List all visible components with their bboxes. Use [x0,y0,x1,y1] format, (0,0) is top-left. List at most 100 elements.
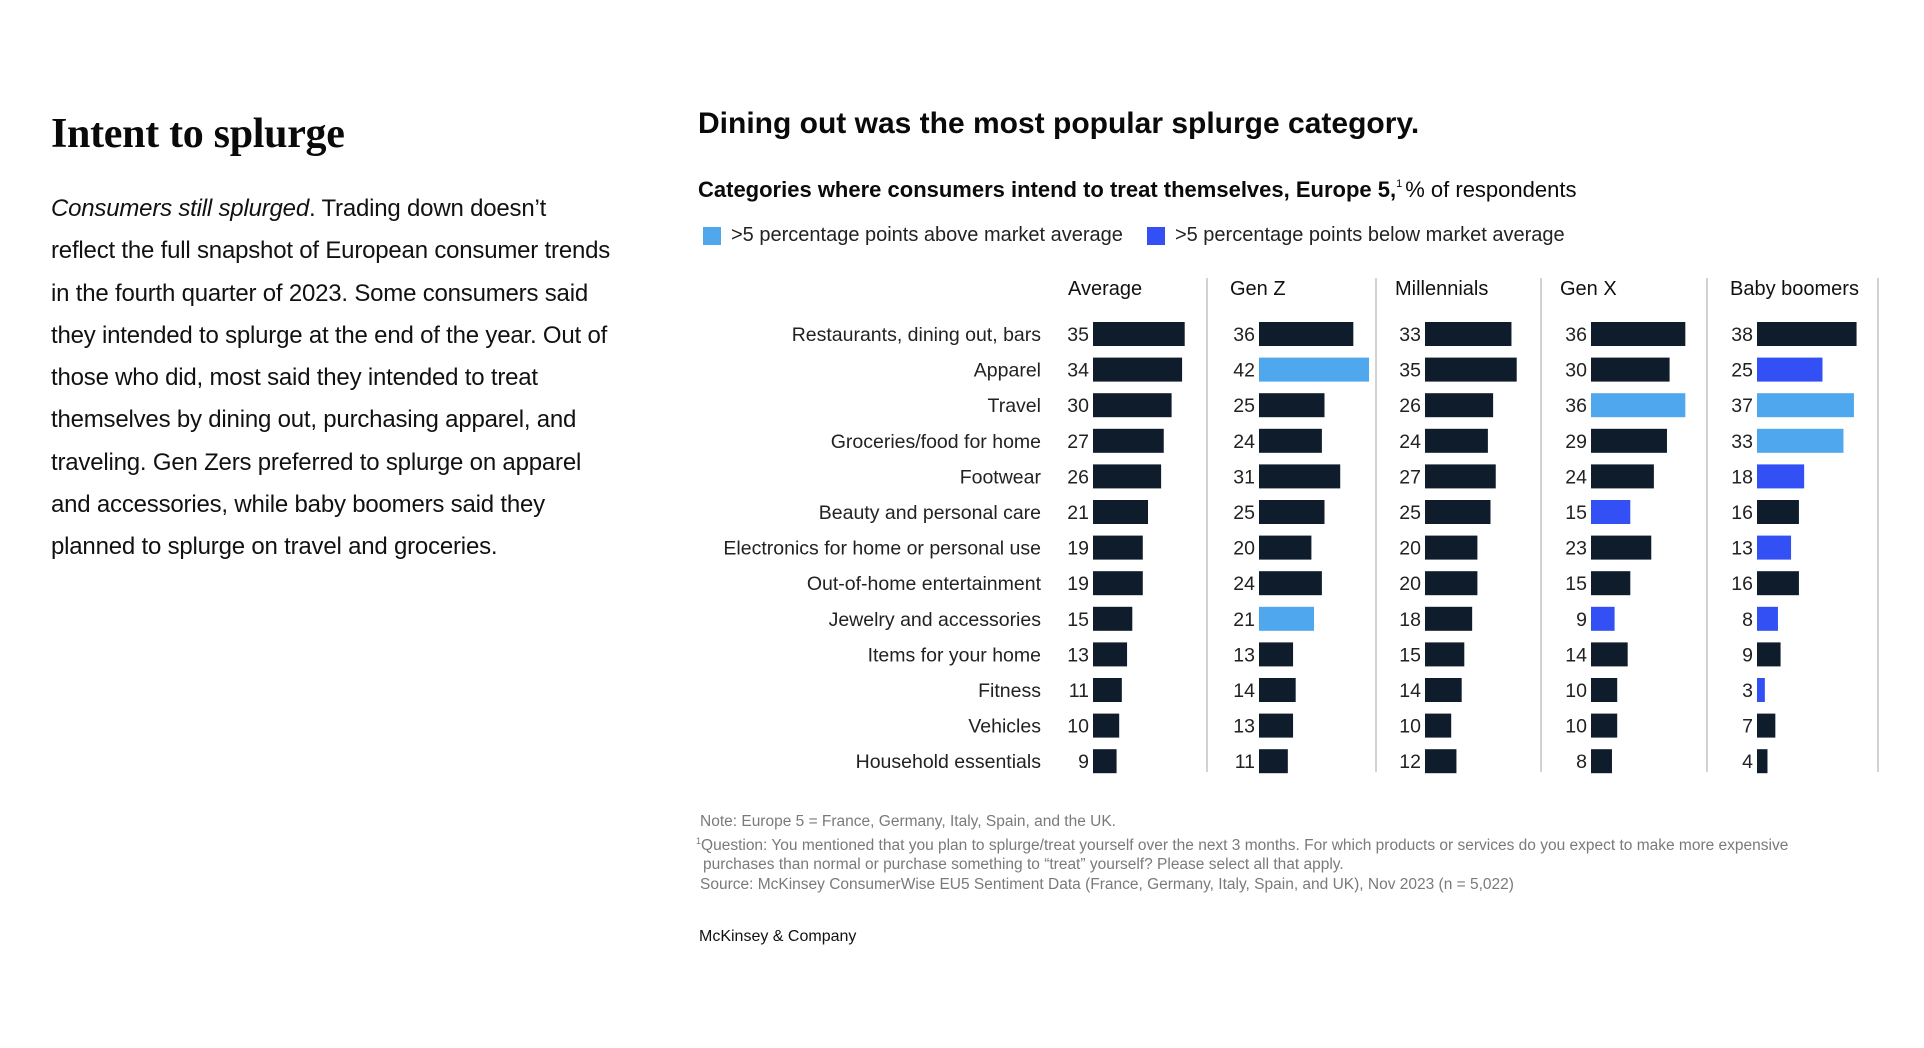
value-label: 33 [1731,431,1753,453]
bar [1093,678,1122,702]
value-label: 24 [1399,431,1421,453]
bar [1757,357,1823,382]
legend-item-above: >5 percentage points above market averag… [703,224,1123,247]
value-label: 12 [1399,751,1421,773]
note-europe5: Note: Europe 5 = France, Germany, Italy,… [700,813,1116,830]
value-label: 19 [1067,538,1089,560]
value-label: 11 [1235,751,1255,773]
column-header: Gen X [1560,278,1617,300]
value-label: 24 [1233,431,1255,453]
column-header: Baby boomers [1730,278,1859,300]
value-label: 15 [1565,502,1587,524]
value-label: 8 [1576,751,1587,773]
intro-paragraph: Consumers still splurged. Trading down d… [51,188,611,569]
chart-legend: >5 percentage points above market averag… [703,224,1589,247]
value-label: 25 [1233,395,1255,417]
bar [1591,535,1652,560]
footnote-mark: 1 [1396,178,1403,190]
value-label: 24 [1565,466,1587,488]
bar [1591,678,1618,702]
bar [1591,357,1670,382]
value-label: 31 [1233,466,1255,488]
value-label: 14 [1565,644,1587,666]
value-label: 9 [1078,751,1089,773]
bar [1259,749,1288,774]
value-label: 10 [1565,680,1587,702]
brand-logo-text: McKinsey & Company [699,928,857,945]
value-label: 26 [1067,466,1089,488]
note-question: 1Question: You mentioned that you plan t… [696,832,1788,856]
chart-subtitle: Categories where consumers intend to tre… [698,177,1576,203]
bar [1757,464,1805,489]
bar [1757,500,1799,524]
bar [1259,428,1322,453]
value-label: 36 [1233,324,1255,346]
category-label: Restaurants, dining out, bars [792,324,1042,346]
value-label: 13 [1067,644,1089,666]
value-label: 18 [1399,609,1421,631]
value-label: 13 [1233,644,1255,666]
category-label: Travel [988,395,1041,417]
value-label: 23 [1565,538,1587,560]
value-label: 13 [1731,538,1753,560]
bar [1259,464,1341,489]
value-label: 29 [1565,431,1587,453]
value-label: 3 [1742,680,1753,702]
bar [1093,571,1143,596]
value-label: 38 [1731,324,1753,346]
column-header: Millennials [1395,278,1488,300]
bar [1093,393,1172,418]
value-label: 21 [1233,609,1255,631]
legend-swatch-below [1146,226,1165,245]
value-label: 4 [1742,751,1753,773]
bar [1425,678,1462,702]
bar [1591,322,1686,346]
value-label: 16 [1731,573,1753,595]
bar [1591,571,1631,596]
bar [1425,393,1494,418]
value-label: 19 [1067,573,1089,595]
legend-label-above: >5 percentage points above market averag… [731,224,1123,246]
intro-lead: Consumers still splurged [51,195,309,222]
value-label: 20 [1233,538,1255,560]
bar [1425,713,1452,738]
value-label: 10 [1565,716,1587,738]
chart-footnotes: Note: Europe 5 = France, Germany, Italy,… [696,812,1788,894]
category-label: Jewelry and accessories [829,609,1042,631]
value-label: 25 [1731,360,1753,382]
column-header: Average [1068,278,1142,300]
chart-title: Dining out was the most popular splurge … [698,107,1420,140]
value-label: 34 [1067,360,1089,382]
value-label: 18 [1731,466,1753,488]
bar [1757,322,1857,346]
bar [1425,357,1517,382]
bar [1757,678,1765,702]
value-label: 42 [1233,360,1255,382]
bar [1259,642,1294,667]
bar [1425,464,1496,489]
value-label: 21 [1067,502,1089,524]
value-label: 37 [1731,395,1753,417]
intro-panel: Intent to splurge Consumers still splurg… [51,110,611,569]
category-label: Household essentials [856,751,1042,773]
category-label: Electronics for home or personal use [723,538,1041,560]
intro-text: . Trading down doesn’t reflect the full … [51,195,611,561]
bar [1591,464,1654,489]
bar [1757,428,1844,453]
column-header: Gen Z [1230,278,1286,300]
bar [1093,535,1143,560]
value-label: 25 [1233,502,1255,524]
bar [1591,500,1631,524]
bar [1425,571,1478,596]
value-label: 16 [1731,502,1753,524]
value-label: 24 [1233,573,1255,595]
bar [1425,606,1473,631]
category-label: Fitness [978,680,1041,702]
bar [1093,428,1164,453]
bar [1591,428,1667,453]
value-label: 13 [1233,716,1255,738]
note-question-mark: 1 [696,835,702,846]
bar [1591,393,1686,418]
bar [1259,322,1354,346]
category-label: Beauty and personal care [819,502,1041,524]
